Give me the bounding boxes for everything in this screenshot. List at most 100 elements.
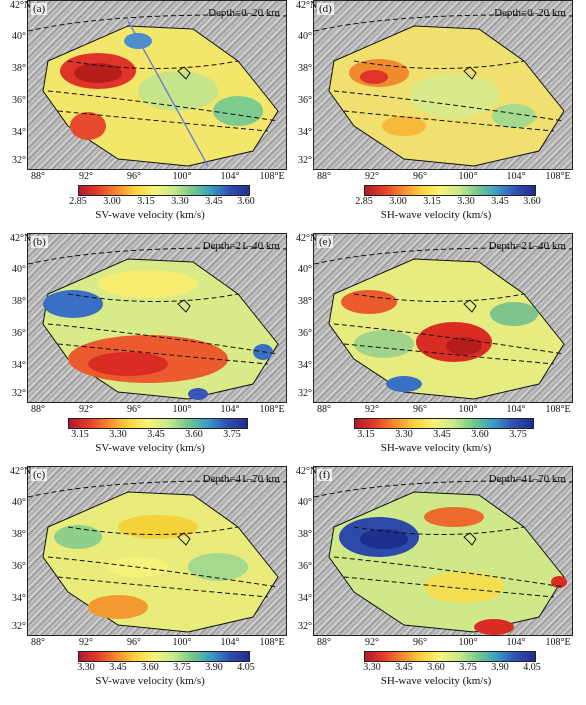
lat-label: 38° xyxy=(298,296,312,307)
panel-d: (d) Depth=0–20 km 42°N 40° 38° 36° 34° 3… xyxy=(296,0,576,233)
depth-label: Depth=21–40 km xyxy=(202,240,280,252)
colorbar-tick: 3.15 xyxy=(357,429,375,440)
colorbar-tick: 2.85 xyxy=(355,196,373,207)
lon-label: 96° xyxy=(413,404,427,415)
panel-c: (c) Depth=41–70 km 42°N 40° 38° 36° 34° … xyxy=(10,466,290,699)
lat-label: 42°N xyxy=(10,0,32,11)
lat-label: 32° xyxy=(298,621,312,632)
lon-label: 100° xyxy=(172,637,192,648)
lon-label: 108°E xyxy=(545,404,571,415)
panel-label: (d) xyxy=(317,3,334,15)
colorbar-tick: 3.00 xyxy=(389,196,407,207)
colorbar-tick: 3.30 xyxy=(363,662,381,673)
lat-label: 38° xyxy=(12,63,26,74)
lon-label: 88° xyxy=(317,171,331,182)
lat-label: 34° xyxy=(12,127,26,138)
panel-label: (f) xyxy=(317,469,332,481)
lon-label: 92° xyxy=(365,171,379,182)
lat-label: 32° xyxy=(298,388,312,399)
lon-label: 100° xyxy=(458,404,478,415)
colorbar-tick: 4.05 xyxy=(237,662,255,673)
colorbar-tick: 3.45 xyxy=(147,429,165,440)
panel-b: (b) Depth=21–40 km 42°N 40° 38° 36° 34° … xyxy=(10,233,290,466)
lon-label: 100° xyxy=(172,404,192,415)
colorbar-tick: 3.60 xyxy=(523,196,541,207)
depth-label: Depth=21–40 km xyxy=(488,240,566,252)
lat-label: 32° xyxy=(12,388,26,399)
colorbar-tick: 3.45 xyxy=(491,196,509,207)
depth-label: Depth=0–20 km xyxy=(208,7,280,19)
colorbar xyxy=(78,651,250,662)
colorbar-tick: 3.60 xyxy=(141,662,159,673)
lon-label: 92° xyxy=(79,404,93,415)
panel-label: (e) xyxy=(317,236,334,248)
lon-label: 92° xyxy=(365,637,379,648)
lon-label: 96° xyxy=(127,637,141,648)
lon-label: 96° xyxy=(413,637,427,648)
colorbar-title: SV-wave velocity (km/s) xyxy=(95,209,205,221)
colorbar-tick: 3.60 xyxy=(471,429,489,440)
lon-label: 96° xyxy=(127,171,141,182)
colorbar xyxy=(68,418,248,429)
lat-label: 36° xyxy=(298,328,312,339)
colorbar-tick: 3.30 xyxy=(77,662,95,673)
colorbar-tick: 3.45 xyxy=(395,662,413,673)
lat-label: 38° xyxy=(298,63,312,74)
panel-label: (a) xyxy=(31,3,48,15)
lon-label: 104° xyxy=(220,637,240,648)
velocity-map-a: (a) Depth=0–20 km xyxy=(27,0,287,170)
colorbar-tick: 3.15 xyxy=(137,196,155,207)
panel-f: (f) Depth=41–70 km 42°N 40° 38° 36° 34° … xyxy=(296,466,576,699)
lat-label: 42°N xyxy=(296,233,318,244)
lat-label: 32° xyxy=(298,155,312,166)
velocity-map-d: (d) Depth=0–20 km xyxy=(313,0,573,170)
colorbar xyxy=(364,651,536,662)
velocity-map-e: (e) Depth=21–40 km xyxy=(313,233,573,403)
panel-a: (a) Depth=0–20 km 42°N 40° 38° 36° 34° 3… xyxy=(10,0,290,233)
lat-label: 34° xyxy=(12,593,26,604)
depth-label: Depth=41–70 km xyxy=(202,473,280,485)
lat-label: 38° xyxy=(12,529,26,540)
lon-label: 88° xyxy=(31,404,45,415)
lat-label: 36° xyxy=(12,328,26,339)
colorbar-title: SV-wave velocity (km/s) xyxy=(95,442,205,454)
panel-label: (c) xyxy=(31,469,48,481)
lon-label: 108°E xyxy=(259,171,285,182)
lon-label: 104° xyxy=(220,171,240,182)
lat-label: 40° xyxy=(298,497,312,508)
colorbar-tick: 3.30 xyxy=(395,429,413,440)
lon-label: 92° xyxy=(79,637,93,648)
colorbar-tick: 3.75 xyxy=(173,662,191,673)
lat-label: 34° xyxy=(298,127,312,138)
colorbar-title: SH-wave velocity (km/s) xyxy=(380,442,492,454)
velocity-map-c: (c) Depth=41–70 km xyxy=(27,466,287,636)
lat-label: 32° xyxy=(12,155,26,166)
lat-label: 42°N xyxy=(10,233,32,244)
colorbar-tick: 3.30 xyxy=(457,196,475,207)
colorbar xyxy=(354,418,534,429)
colorbar-tick: 3.15 xyxy=(71,429,89,440)
panel-label: (b) xyxy=(31,236,48,248)
colorbar-tick: 3.90 xyxy=(205,662,223,673)
colorbar-tick: 3.30 xyxy=(171,196,189,207)
colorbar-tick: 3.75 xyxy=(459,662,477,673)
colorbar-tick: 3.45 xyxy=(109,662,127,673)
colorbar-title: SV-wave velocity (km/s) xyxy=(95,675,205,687)
lat-label: 38° xyxy=(298,529,312,540)
lon-label: 92° xyxy=(365,404,379,415)
lat-label: 36° xyxy=(298,561,312,572)
lon-label: 100° xyxy=(458,637,478,648)
velocity-map-b: (b) Depth=21–40 km xyxy=(27,233,287,403)
colorbar-title: SH-wave velocity (km/s) xyxy=(380,209,492,221)
lat-label: 34° xyxy=(298,593,312,604)
lon-label: 92° xyxy=(79,171,93,182)
lon-label: 104° xyxy=(506,637,526,648)
lon-label: 88° xyxy=(317,637,331,648)
colorbar-tick: 3.45 xyxy=(433,429,451,440)
lat-label: 40° xyxy=(298,31,312,42)
colorbar xyxy=(78,185,250,196)
colorbar-tick: 4.05 xyxy=(523,662,541,673)
lon-label: 104° xyxy=(506,404,526,415)
panel-e: (e) Depth=21–40 km 42°N 40° 38° 36° 34° … xyxy=(296,233,576,466)
lon-label: 88° xyxy=(31,637,45,648)
